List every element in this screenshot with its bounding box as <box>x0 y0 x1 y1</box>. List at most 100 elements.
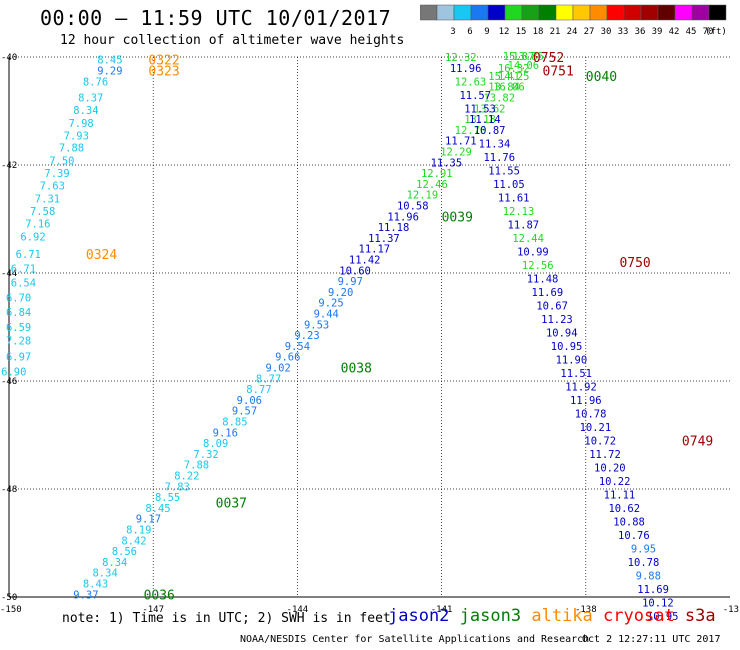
color-swatch <box>674 4 693 21</box>
wave-height-value: 8.45 <box>97 55 122 67</box>
wave-height-value: 13.18 <box>464 114 496 126</box>
pass-time-label: 0322 <box>148 54 179 69</box>
color-scale-label: 15 <box>516 27 527 37</box>
wave-height-value: 10.20 <box>594 462 626 474</box>
wave-height-value: 7.88 <box>59 143 84 155</box>
wave-height-value: 8.42 <box>121 535 146 547</box>
wave-height-value: 6.54 <box>11 278 36 290</box>
pass-time-label: 0750 <box>619 256 650 271</box>
pass-time-label: 0324 <box>86 248 117 263</box>
wave-height-value: 10.60 <box>339 265 371 277</box>
wave-height-value: 12.13 <box>503 206 535 218</box>
y-tick-label: -42 <box>1 161 17 171</box>
wave-height-value: 13.82 <box>483 93 515 105</box>
wave-height-value: 7.28 <box>6 336 31 348</box>
wave-height-value: 9.44 <box>314 309 339 321</box>
wave-height-value: 12.63 <box>455 76 487 88</box>
pass-time-label: 0037 <box>216 497 247 512</box>
wave-height-value: 10.67 <box>536 300 568 312</box>
wave-height-value: 11.37 <box>368 233 400 245</box>
wave-height-value: 9.66 <box>275 352 300 364</box>
wave-height-value: 8.37 <box>78 93 103 105</box>
wave-height-value: 11.34 <box>479 138 511 150</box>
pass-time-label: 0323 <box>148 65 179 80</box>
y-tick-label: -46 <box>1 377 17 387</box>
color-swatch <box>572 4 591 21</box>
wave-height-value: 9.02 <box>266 363 291 375</box>
wave-height-value: 10.88 <box>613 516 645 528</box>
wave-height-value: 11.76 <box>483 152 515 164</box>
color-swatch <box>708 4 727 21</box>
color-scale-label: 27 <box>584 27 595 37</box>
color-scale-label: 70 <box>703 27 714 37</box>
wave-height-value: 11.05 <box>493 179 525 191</box>
wave-height-value: 7.31 <box>35 193 60 205</box>
color-scale-label: 39 <box>652 27 663 37</box>
wave-height-value: 9.57 <box>232 406 257 418</box>
color-scale-label: 45 <box>686 27 697 37</box>
color-scale-label: 18 <box>533 27 544 37</box>
footer-timestamp: Oct 2 12:27:11 UTC 2017 <box>582 634 721 645</box>
wave-height-value: 11.96 <box>570 395 602 407</box>
legend-jason3: jason3 <box>459 606 522 626</box>
wave-height-value: 11.87 <box>508 219 540 231</box>
wave-height-value: 8.76 <box>83 76 108 88</box>
color-scale-label: 24 <box>567 27 578 37</box>
wave-height-value: 10.94 <box>546 327 578 339</box>
color-swatch <box>521 4 540 21</box>
wave-height-value: 11.72 <box>589 449 621 461</box>
color-swatch <box>623 4 642 21</box>
wave-height-value: 11.69 <box>637 584 669 596</box>
wave-height-value: 10.76 <box>618 530 650 542</box>
color-swatch <box>657 4 676 21</box>
wave-height-value: 8.56 <box>112 546 137 558</box>
wave-height-value: 9.54 <box>285 341 310 353</box>
wave-height-value: 10.87 <box>474 125 506 137</box>
wave-height-value: 8.22 <box>174 471 199 483</box>
wave-height-value: 7.98 <box>68 118 93 130</box>
wave-height-value: 11.69 <box>532 287 564 299</box>
wave-height-value: 16.06 <box>493 82 525 94</box>
wave-height-value: 14.06 <box>508 60 540 72</box>
y-tick-label: -40 <box>1 53 17 63</box>
y-tick-label: -44 <box>1 269 17 279</box>
wave-height-value: 11.17 <box>359 244 391 256</box>
wave-height-value: 13.62 <box>474 103 506 115</box>
wave-height-value: 6.97 <box>6 352 31 364</box>
pass-time-label: 0039 <box>442 210 473 225</box>
wave-height-value: 11.23 <box>541 314 573 326</box>
wave-height-value: 8.43 <box>83 579 108 591</box>
color-swatch <box>487 4 506 21</box>
wave-height-value: 10.99 <box>517 246 549 258</box>
pass-time-label: 0752 <box>533 51 564 66</box>
pass-time-label: 0040 <box>586 70 617 85</box>
y-tick-label: -50 <box>1 593 17 603</box>
wave-height-value: 13.85 <box>512 51 544 63</box>
wave-height-value: 9.53 <box>304 319 329 331</box>
wave-height-value: 11.51 <box>560 368 592 380</box>
wave-height-value: 9.95 <box>631 543 656 555</box>
color-scale-label: 30 <box>601 27 612 37</box>
color-swatch <box>589 4 608 21</box>
wave-height-value: 6.70 <box>6 292 31 304</box>
wave-height-value: 12.32 <box>445 52 477 64</box>
color-scale-legend: 3 6 9 12 15 18 21 24 27 30 33 36 39 42 45 70(ft) <box>420 4 727 37</box>
wave-height-value: 8.34 <box>73 105 98 117</box>
x-tick-label: -13 <box>723 605 739 615</box>
wave-height-value: 15.41 <box>488 71 520 83</box>
color-scale-label: 12 <box>499 27 510 37</box>
wave-height-value: 8.09 <box>203 438 228 450</box>
wave-height-value: 7.58 <box>30 206 55 218</box>
wave-height-value: 12.46 <box>416 179 448 191</box>
wave-height-value: 10.62 <box>608 503 640 515</box>
wave-height-value: 6.59 <box>6 322 31 334</box>
wave-height-value: 11.57 <box>459 90 491 102</box>
wave-height-value: 6.92 <box>20 231 45 243</box>
legend-s3a: s3a <box>684 606 716 626</box>
color-swatch <box>555 4 574 21</box>
color-swatch <box>470 4 489 21</box>
color-swatch <box>538 4 557 21</box>
wave-height-value: 9.29 <box>97 66 122 78</box>
footer-note: note: 1) Time is in UTC; 2) SWH is in fe… <box>62 611 391 626</box>
